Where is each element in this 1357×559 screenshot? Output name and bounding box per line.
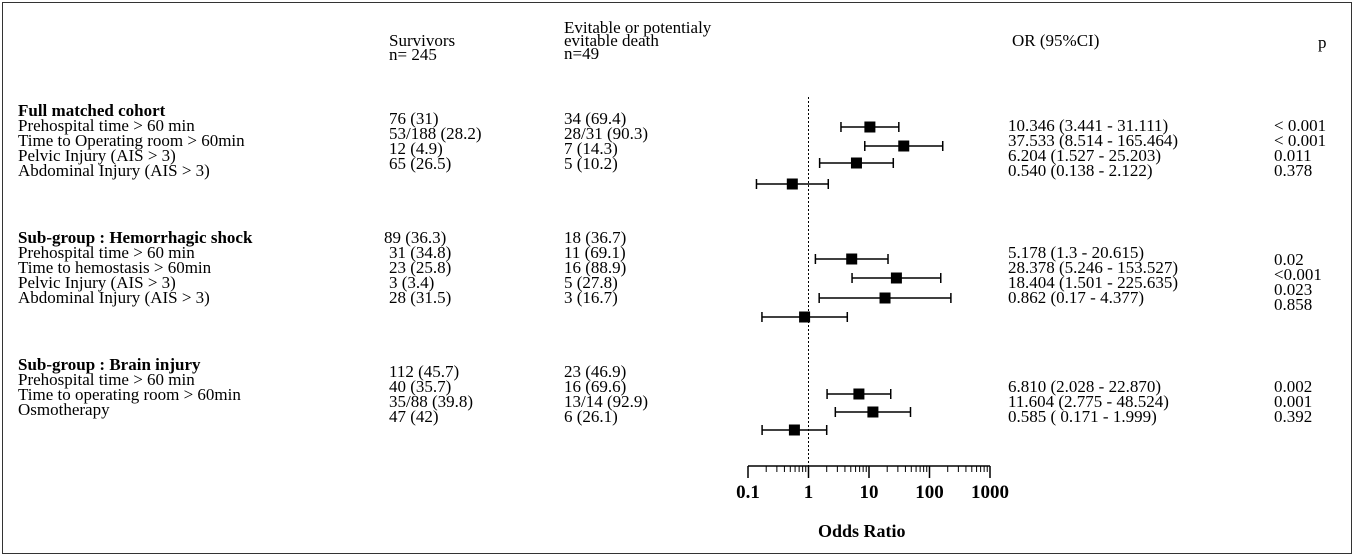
forest-point — [762, 312, 847, 323]
x-axis-label: Odds Ratio — [818, 524, 906, 539]
or-marker — [867, 407, 878, 418]
or-marker — [789, 425, 800, 436]
or-marker — [898, 141, 909, 152]
or-marker — [787, 179, 798, 190]
or-marker — [853, 389, 864, 400]
tick-label: 0.1 — [736, 482, 760, 503]
forest-point — [762, 425, 827, 436]
forest-point — [820, 158, 894, 169]
tick-label: 100 — [915, 482, 944, 503]
forest-point — [841, 122, 899, 133]
tick-label: 1000 — [971, 482, 1009, 503]
tick-label: 1 — [804, 482, 814, 503]
forest-point — [815, 254, 888, 265]
forest-point — [865, 141, 943, 152]
or-marker — [846, 254, 857, 265]
tick-label: 10 — [860, 482, 879, 503]
forest-point — [835, 407, 910, 418]
or-marker — [851, 158, 862, 169]
or-marker — [864, 122, 875, 133]
or-marker — [880, 293, 891, 304]
forest-point — [827, 389, 891, 400]
or-marker — [891, 273, 902, 284]
x-axis-ticks: 0.1 1 10 100 1000 — [736, 466, 1009, 503]
forest-points — [756, 122, 950, 436]
forest-point — [756, 179, 828, 190]
forest-point — [819, 293, 951, 304]
forest-point — [852, 273, 941, 284]
or-marker — [799, 312, 810, 323]
